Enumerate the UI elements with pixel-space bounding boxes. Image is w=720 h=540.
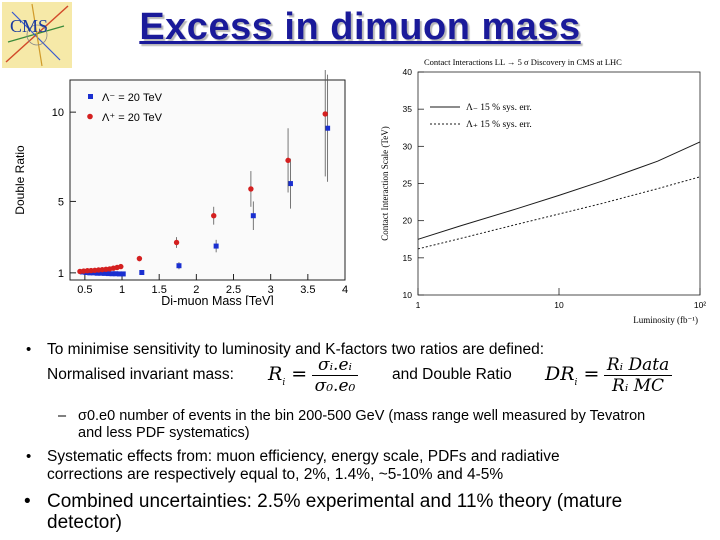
y-tick-label: 25 [403, 179, 413, 189]
plot-frame [417, 71, 701, 296]
data-point [109, 271, 115, 277]
formula-r-denominator: σ₀.e₀ [314, 376, 356, 396]
bullet-2-line2: corrections are respectively equal to, 2… [47, 466, 504, 483]
bullet-2-line1: Systematic effects from: muon efficiency… [47, 448, 560, 465]
double-ratio-chart: Double Ratio 1 5 10 0.5 1 1.5 2 2.5 3 3.5 4 Di-muon … [13, 70, 348, 305]
data-point [211, 213, 217, 219]
plot-frame [69, 79, 346, 281]
x-tick-label: 0.5 [77, 284, 92, 296]
legend-marker [88, 94, 93, 99]
bullet-3-marker: • [24, 491, 31, 512]
data-point [90, 270, 96, 276]
x-axis-label: Luminosity (fb⁻¹) [633, 315, 698, 325]
data-point [139, 270, 145, 275]
slide-title: Excess in dimuon mass [139, 6, 581, 48]
sub-bullet-dash: – [58, 408, 67, 424]
x-tick-label: 2 [193, 284, 199, 296]
sub-bullet-line1: σ0.e0 number of events in the bin 200-50… [78, 408, 646, 424]
data-point [102, 270, 108, 276]
x-tick-label: 4 [342, 284, 348, 296]
logo-text: CMS [10, 16, 49, 36]
x-tick-label: 1 [416, 300, 421, 310]
data-point [176, 263, 182, 269]
legend-marker [87, 113, 93, 120]
bullet-1-line2-b: and Double Ratio [392, 366, 512, 383]
formula-dr-numerator: Rᵢ Data [603, 355, 673, 376]
data-point [213, 243, 219, 249]
cms-logo: CMS [2, 2, 72, 68]
y-tick-label: 30 [403, 141, 413, 151]
data-point [113, 271, 119, 277]
x-axis-label: Di-muon Mass [TeV] [161, 294, 274, 305]
data-point [105, 271, 111, 277]
formula-r-numerator: σᵢ.eᵢ [311, 355, 359, 376]
data-point [250, 213, 256, 219]
data-point [117, 271, 123, 277]
data-point [118, 263, 124, 270]
x-tick-label: 2.5 [226, 284, 241, 296]
y-tick-label: 20 [403, 216, 413, 226]
data-point [98, 270, 104, 276]
x-tick-label: 1 [119, 284, 125, 296]
data-point [120, 271, 126, 277]
series-line [417, 176, 701, 250]
legend-label: Λ₋ 15 % sys. err. [466, 103, 532, 113]
y-tick-label: 40 [403, 67, 413, 77]
y-tick-label: 10 [403, 290, 413, 300]
data-point [248, 186, 254, 192]
x-tick-label: 10 [554, 300, 564, 310]
data-point [285, 157, 291, 164]
formula-r-lhs: R [268, 363, 283, 386]
formula-dr-denominator: Rᵢ MC [612, 376, 665, 396]
formula-dr-lhs: DR [545, 363, 575, 386]
series-line [417, 141, 701, 240]
data-point [325, 125, 331, 131]
y-tick-label: 5 [58, 196, 64, 208]
chart-title: Contact Interactions LL → 5 σ Discovery … [424, 57, 622, 67]
y-tick-label: 10 [52, 107, 64, 119]
y-tick-label: 35 [403, 104, 413, 114]
legend-label: Λ⁻ = 20 TeV [102, 92, 163, 104]
data-point [322, 111, 328, 117]
y-axis-label: Double Ratio [13, 145, 27, 215]
legend-label: Λ₊ 15 % sys. err. [466, 120, 532, 130]
formula-double-ratio: DRi = Rᵢ Data Rᵢ MC [545, 355, 673, 396]
formula-normalised-mass: Ri = σᵢ.eᵢ σ₀.e₀ [268, 355, 359, 396]
data-point [287, 181, 293, 187]
bullet-2-marker: • [26, 448, 32, 465]
bullet-1-line2-a: Normalised invariant mass: [47, 366, 234, 383]
data-point [173, 239, 180, 246]
bullet-1-text: To minimise sensitivity to luminosity an… [47, 341, 545, 358]
x-tick-label: 3 [268, 284, 274, 296]
x-tick-label: 3.5 [300, 284, 315, 296]
data-point [94, 270, 100, 276]
y-tick-label: 15 [403, 253, 413, 263]
contact-interaction-chart: Contact Interactions LL → 5 σ Discovery … [380, 57, 706, 325]
sub-bullet-line2: and less PDF systematics) [78, 425, 250, 441]
x-tick-label: 10² [694, 300, 706, 310]
legend-label: Λ⁺ = 20 TeV [102, 112, 163, 124]
bullet-1-marker: • [26, 341, 32, 358]
bullet-3-line2: detector) [47, 512, 122, 533]
data-point [136, 255, 143, 262]
y-axis-label: Contact Interaction Scale (TeV) [380, 126, 390, 241]
bullet-3-line1: Combined uncertainties: 2.5% experimenta… [47, 491, 623, 512]
y-tick-label: 1 [58, 268, 64, 280]
x-tick-label: 1.5 [152, 284, 167, 296]
